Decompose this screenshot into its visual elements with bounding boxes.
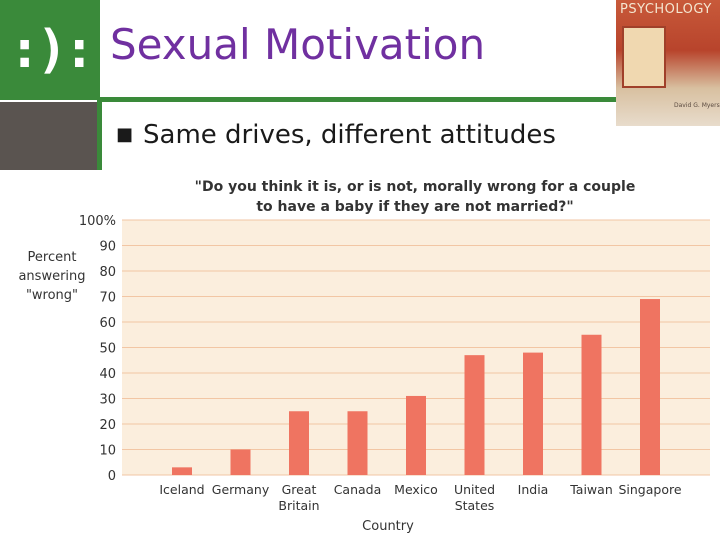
y-tick-label: 40	[99, 367, 116, 382]
title-divider	[97, 97, 102, 170]
book-cover-author: David G. Myers	[674, 102, 720, 109]
x-tick-label: Taiwan	[569, 482, 613, 497]
y-tick-label: 80	[99, 265, 116, 280]
bar	[406, 395, 426, 475]
x-tick-label: Germany	[212, 482, 270, 497]
x-tick-label: Great	[282, 482, 317, 497]
bar	[172, 467, 192, 475]
y-tick-label: 100%	[79, 214, 116, 229]
chart-title: to have a baby if they are not married?"	[256, 199, 573, 215]
y-tick-label: 90	[99, 240, 116, 255]
bar	[347, 411, 368, 475]
bullet-text: Same drives, different attitudes	[143, 120, 556, 150]
y-tick-label: 50	[99, 342, 116, 357]
bullet-item: ■ Same drives, different attitudes	[116, 120, 556, 150]
y-tick-label: 20	[99, 418, 116, 433]
slide-title: Sexual Motivation	[110, 20, 486, 69]
x-axis-label: Country	[362, 519, 414, 534]
logo-block	[0, 0, 100, 100]
y-axis-label: "wrong"	[26, 288, 78, 303]
bar	[523, 352, 543, 475]
y-tick-label: 30	[99, 393, 116, 408]
book-cover-title: PSYCHOLOGY	[620, 2, 712, 17]
y-tick-label: 10	[99, 444, 116, 459]
square-bullet-icon: ■	[116, 124, 134, 145]
x-tick-label: States	[455, 498, 495, 513]
y-axis-label: Percent	[28, 250, 77, 265]
bar	[581, 334, 602, 475]
x-tick-label: India	[518, 482, 549, 497]
x-tick-label: Mexico	[394, 482, 438, 497]
decorative-gray-block	[0, 102, 100, 170]
smiley-logo: :):	[9, 20, 95, 80]
y-tick-label: 70	[99, 291, 116, 306]
chart-title: "Do you think it is, or is not, morally …	[195, 179, 636, 195]
x-tick-label: Canada	[334, 482, 382, 497]
title-underline	[100, 97, 620, 102]
y-axis-label: answering	[18, 269, 85, 284]
x-tick-label: United	[454, 482, 495, 497]
bar	[640, 299, 660, 475]
book-cover-image: PSYCHOLOGY David G. Myers	[616, 0, 720, 126]
bar	[289, 411, 309, 475]
bar-chart: 0 10 20 30 40 50 60 70 80 90 100% Iceland Germany Gre…	[18, 179, 710, 534]
book-cover-window-illustration	[622, 26, 666, 88]
bar	[230, 449, 251, 475]
bar	[464, 355, 485, 475]
x-tick-label: Iceland	[159, 482, 204, 497]
y-tick-label: 60	[99, 316, 116, 331]
x-tick-label: Britain	[278, 498, 319, 513]
x-tick-label: Singapore	[618, 482, 681, 497]
y-tick-label: 0	[108, 469, 116, 484]
